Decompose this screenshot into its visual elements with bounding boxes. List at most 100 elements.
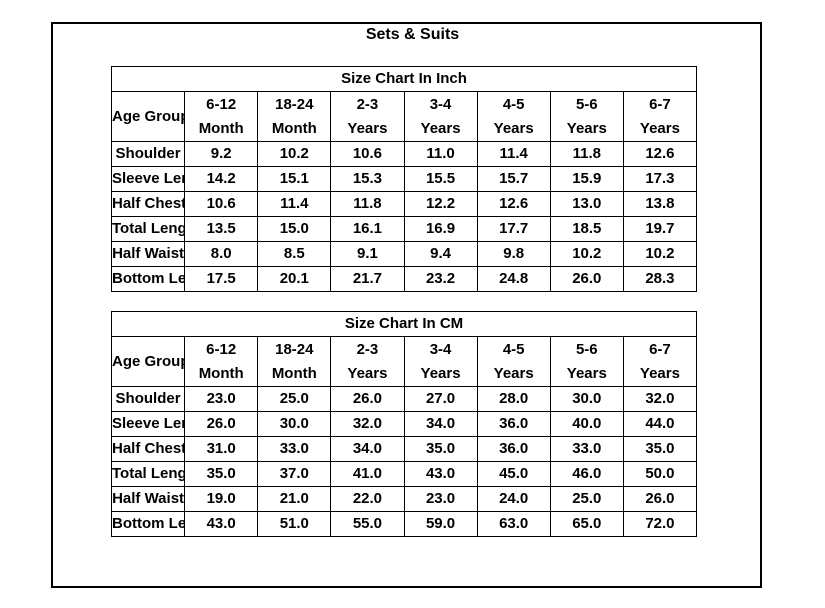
cell: 15.1 xyxy=(257,166,332,192)
cell: 35.0 xyxy=(403,436,478,462)
cell: 11.0 xyxy=(403,141,478,167)
table-title: Size Chart In CM xyxy=(111,311,697,337)
column-header: 6-12 Month xyxy=(184,336,259,387)
title-row: Size Chart In CM xyxy=(111,311,697,337)
cell: 16.9 xyxy=(403,216,478,242)
cell: 22.0 xyxy=(330,486,405,512)
column-header: 5-6 Years xyxy=(549,336,624,387)
cell: 43.0 xyxy=(403,461,478,487)
page-title: Sets & Suits xyxy=(365,26,460,43)
row-label: Half Waist xyxy=(110,241,186,267)
cell: 19.0 xyxy=(184,486,259,512)
cell: 19.7 xyxy=(622,216,698,242)
header-line: Month xyxy=(198,119,244,137)
cell: 21.0 xyxy=(257,486,332,512)
cell: 13.8 xyxy=(622,191,698,217)
cell: 8.0 xyxy=(184,241,259,267)
cell: 9.2 xyxy=(184,141,259,167)
row-label: Shoulder xyxy=(110,141,186,167)
cell: 32.0 xyxy=(330,411,405,437)
column-header: 6-7 Years xyxy=(622,336,698,387)
header-line: Years xyxy=(347,119,388,137)
cell: 28.0 xyxy=(476,386,551,412)
cell: 15.7 xyxy=(476,166,551,192)
column-header: 18-24 Month xyxy=(257,336,332,387)
header-row: Age Group 6-12 Month 18-24 Month 2-3 Years 3-4 Y… xyxy=(110,91,698,142)
corner-cell: Age Group xyxy=(110,336,186,387)
header-line: 5-6 xyxy=(575,340,598,358)
cell: 31.0 xyxy=(184,436,259,462)
cell: 27.0 xyxy=(403,386,478,412)
cell: 33.0 xyxy=(549,436,624,462)
header-line: Month xyxy=(198,364,244,382)
cell: 15.0 xyxy=(257,216,332,242)
header-line: Years xyxy=(566,364,607,382)
header-line: Month xyxy=(271,119,317,137)
cell: 17.5 xyxy=(184,266,259,292)
header-line: 2-3 xyxy=(356,340,379,358)
cell: 34.0 xyxy=(403,411,478,437)
cell: 10.2 xyxy=(257,141,332,167)
row-label: Sleeve Length xyxy=(110,411,186,437)
data-row: Half Waist 8.0 8.5 9.1 9.4 9.8 10.2 10.2 xyxy=(110,241,698,267)
data-row: Half Chest 10.6 11.4 11.8 12.2 12.6 13.0 13.8 xyxy=(110,191,698,217)
cell: 63.0 xyxy=(476,511,551,537)
cell: 37.0 xyxy=(257,461,332,487)
title-row: Size Chart In Inch xyxy=(111,66,697,92)
header-line: 2-3 xyxy=(356,95,379,113)
row-label: Half Chest xyxy=(110,191,186,217)
cell: 28.3 xyxy=(622,266,698,292)
cell: 25.0 xyxy=(257,386,332,412)
cell: 9.1 xyxy=(330,241,405,267)
header-line: Years xyxy=(347,364,388,382)
header-line: Years xyxy=(639,119,680,137)
cell: 51.0 xyxy=(257,511,332,537)
header-row: Age Group 6-12 Month 18-24 Month 2-3 Years 3-4 Y… xyxy=(110,336,698,387)
cell: 17.7 xyxy=(476,216,551,242)
header-line: Years xyxy=(420,364,461,382)
cell: 26.0 xyxy=(330,386,405,412)
cell: 24.8 xyxy=(476,266,551,292)
cell: 11.8 xyxy=(330,191,405,217)
data-row: Shoulder 9.2 10.2 10.6 11.0 11.4 11.8 12.6 xyxy=(110,141,698,167)
header-line: Years xyxy=(493,364,534,382)
column-header: 3-4 Years xyxy=(403,91,478,142)
header-line: Years xyxy=(493,119,534,137)
cell: 30.0 xyxy=(549,386,624,412)
cell: 15.3 xyxy=(330,166,405,192)
cell: 33.0 xyxy=(257,436,332,462)
header-line: Years xyxy=(639,364,680,382)
header-line: 6-7 xyxy=(649,95,671,113)
cell: 10.6 xyxy=(330,141,405,167)
cell: 13.0 xyxy=(549,191,624,217)
cell: 23.2 xyxy=(403,266,478,292)
cell: 11.4 xyxy=(476,141,551,167)
cell: 12.6 xyxy=(476,191,551,217)
row-label: Total Length xyxy=(110,216,186,242)
cell: 44.0 xyxy=(622,411,698,437)
data-row: Sleeve Length26.030.032.034.036.040.044.… xyxy=(110,411,698,437)
cell: 12.6 xyxy=(622,141,698,167)
data-row: Shoulder 23.0 25.0 26.0 27.0 28.0 30.0 32.0 xyxy=(110,386,698,412)
cell: 16.1 xyxy=(330,216,405,242)
cell: 13.5 xyxy=(184,216,259,242)
cell: 72.0 xyxy=(622,511,698,537)
header-line: Years xyxy=(566,119,607,137)
row-label: Sleeve Length xyxy=(110,166,186,192)
cell: 26.0 xyxy=(184,411,259,437)
cell: 35.0 xyxy=(622,436,698,462)
row-label: Bottom Length xyxy=(110,511,186,537)
header-line: 3-4 xyxy=(429,340,452,358)
size-table: Size Chart In Inch Age Group 6-12 Month 18-2… xyxy=(110,66,698,292)
cell: 26.0 xyxy=(549,266,624,292)
cell: 36.0 xyxy=(476,436,551,462)
row-label: Total Length xyxy=(110,461,186,487)
cell: 8.5 xyxy=(257,241,332,267)
cell: 30.0 xyxy=(257,411,332,437)
cell: 11.8 xyxy=(549,141,624,167)
cell: 10.6 xyxy=(184,191,259,217)
column-header: 18-24 Month xyxy=(257,91,332,142)
frame xyxy=(51,22,762,588)
cell: 9.8 xyxy=(476,241,551,267)
cell: 50.0 xyxy=(622,461,698,487)
